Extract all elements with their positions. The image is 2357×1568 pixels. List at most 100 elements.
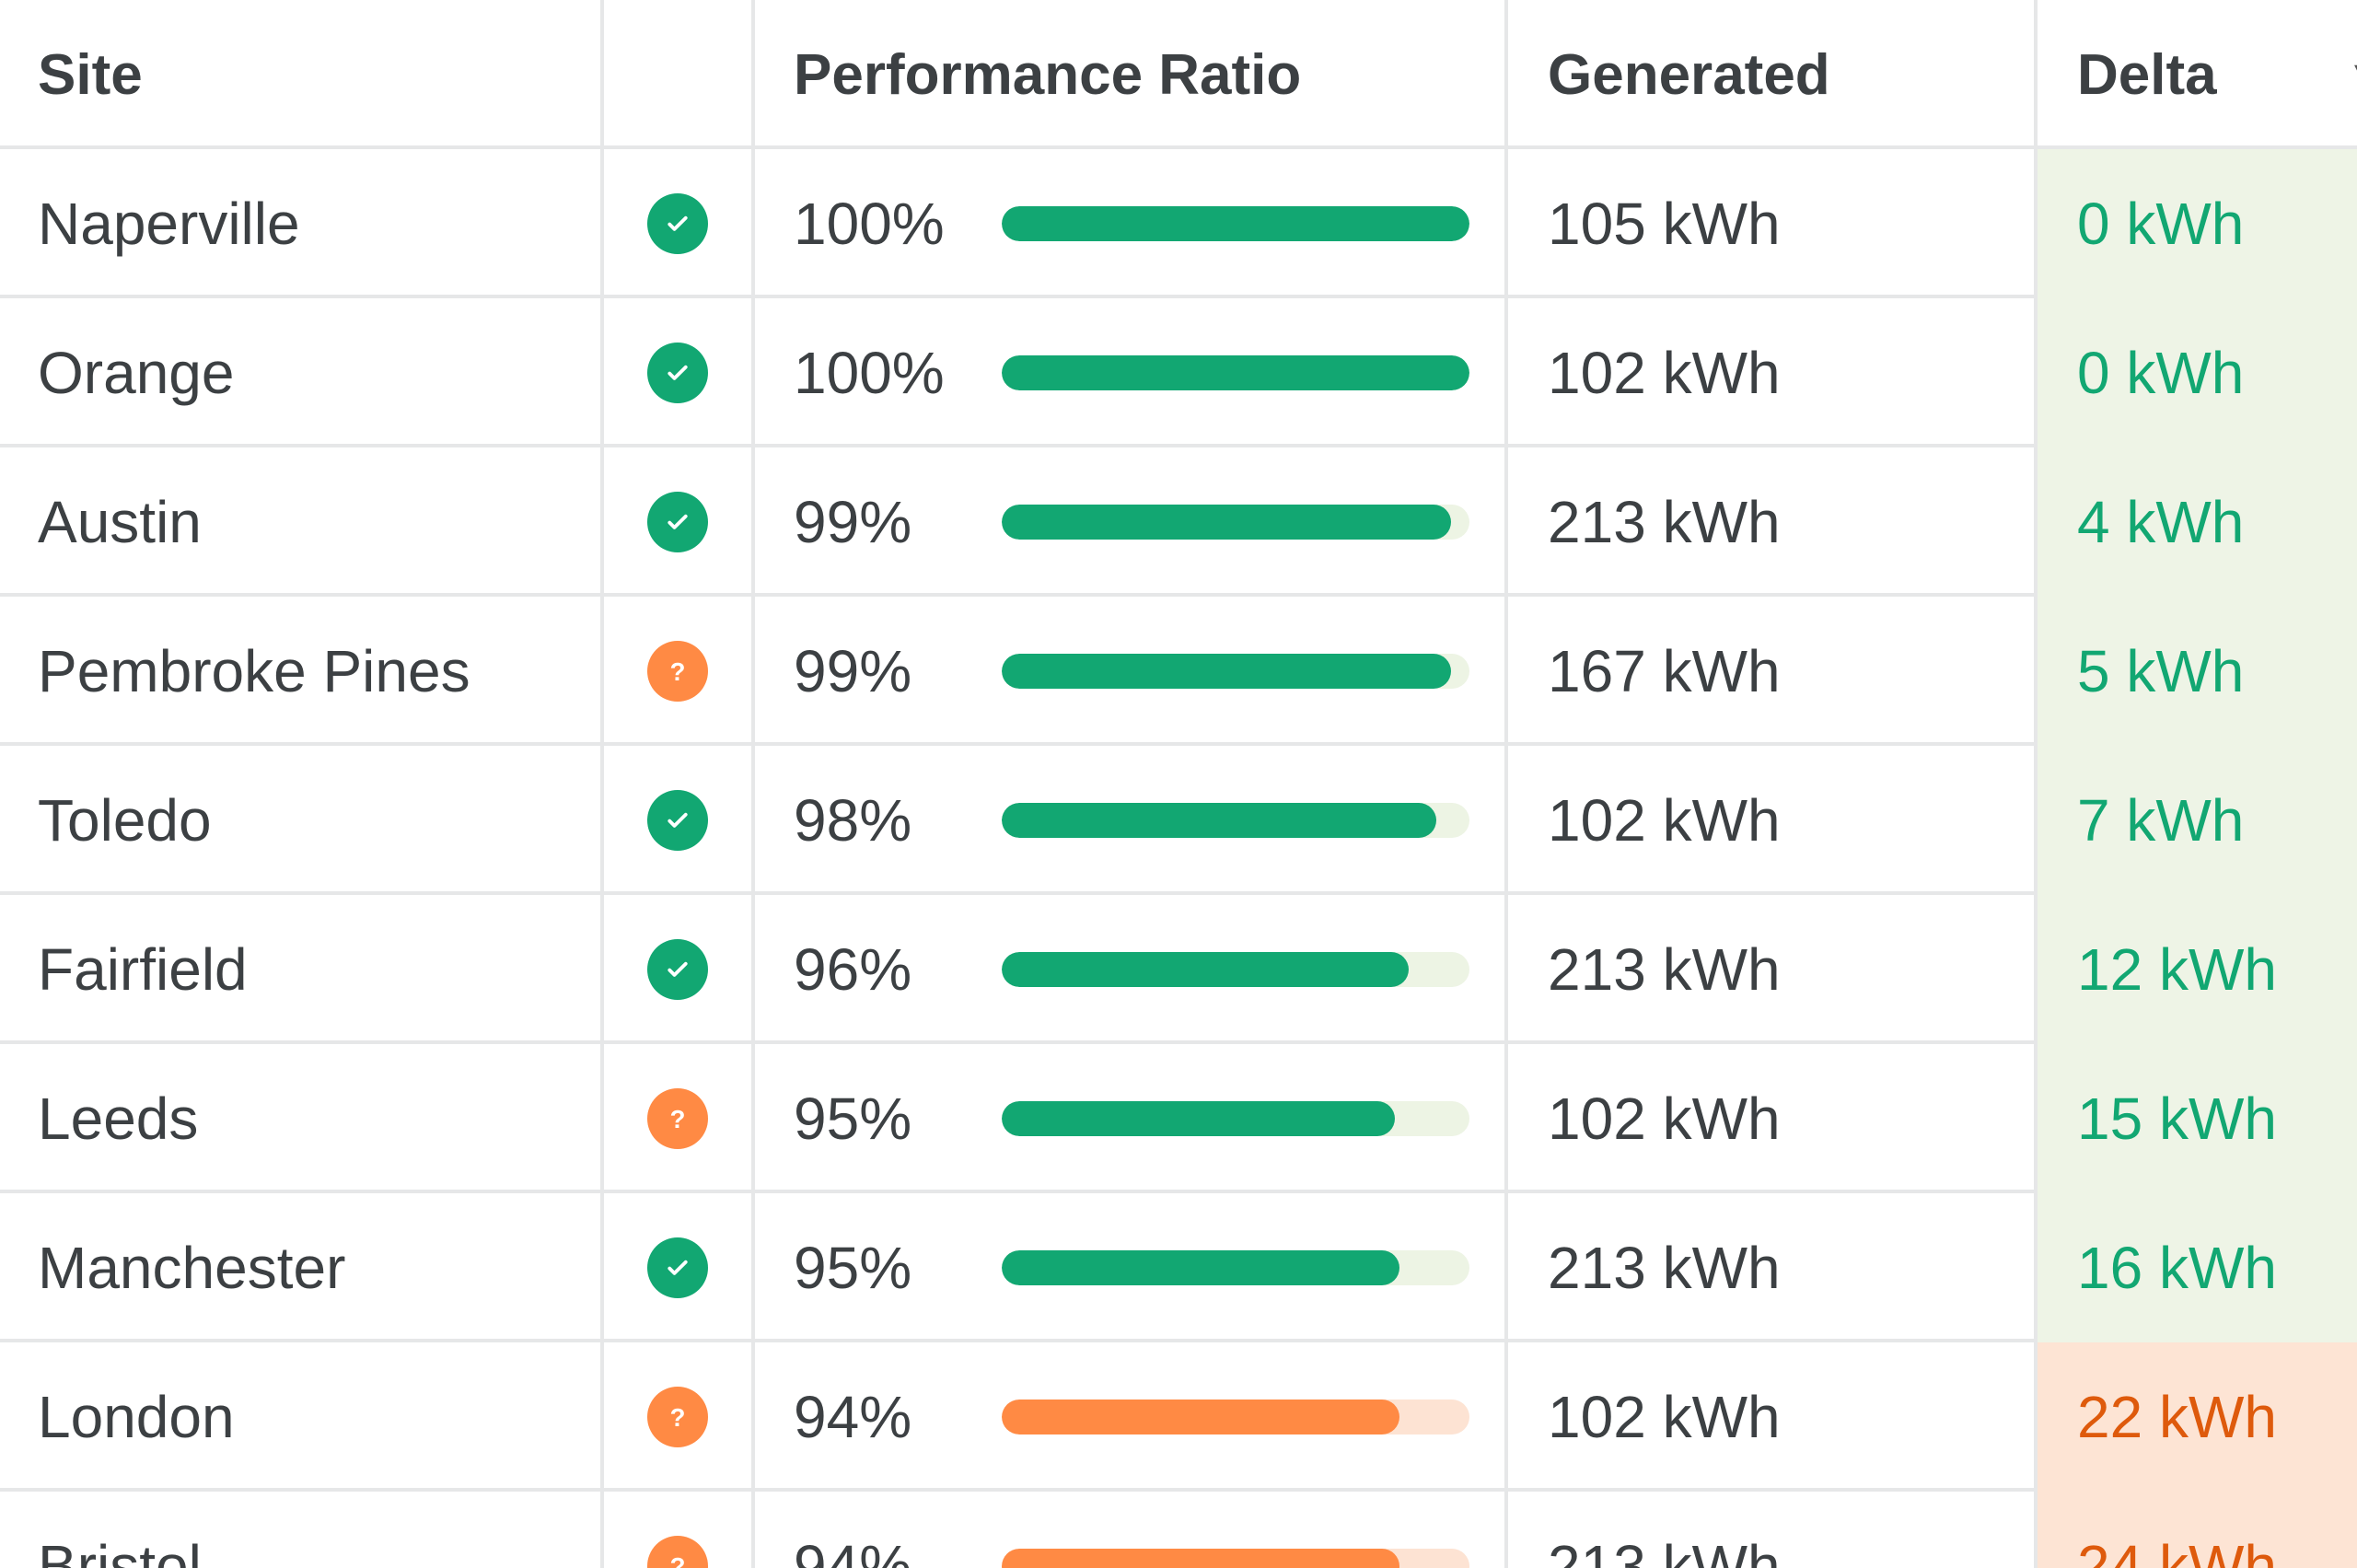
- generated-cell: 102 kWh: [1504, 298, 2034, 447]
- table-row[interactable]: Naperville 100% 105 kWh 0 kWh: [0, 149, 2357, 298]
- site-name: Bristol: [38, 1533, 202, 1568]
- generated-cell: 167 kWh: [1504, 597, 2034, 746]
- site-name: Pembroke Pines: [38, 638, 470, 704]
- performance-ratio-value: 94%: [794, 1384, 912, 1450]
- generated-cell: 105 kWh: [1504, 149, 2034, 298]
- column-header-status[interactable]: [600, 0, 751, 149]
- performance-ratio-value: 100%: [794, 340, 945, 406]
- performance-ratio-value: 98%: [794, 787, 912, 854]
- performance-ratio-bar: [1002, 206, 1469, 241]
- performance-ratio-bar-fill: [1002, 505, 1451, 540]
- delta-cell: 4 kWh: [2034, 447, 2357, 597]
- delta-value: 12 kWh: [2077, 936, 2277, 1003]
- performance-ratio-bar-fill: [1002, 1400, 1399, 1434]
- status-cell: ?: [600, 1492, 751, 1568]
- site-name: Fairfield: [38, 936, 248, 1003]
- site-cell: Naperville: [0, 149, 600, 298]
- check-circle-icon[interactable]: [647, 939, 708, 1000]
- delta-value: 16 kWh: [2077, 1235, 2277, 1301]
- generated-cell: 102 kWh: [1504, 1342, 2034, 1492]
- site-name: Naperville: [38, 191, 300, 257]
- status-cell: [600, 298, 751, 447]
- generated-cell: 213 kWh: [1504, 895, 2034, 1044]
- delta-cell: 0 kWh: [2034, 149, 2357, 298]
- check-circle-icon[interactable]: [647, 343, 708, 403]
- column-header-site[interactable]: Site: [0, 0, 600, 149]
- performance-ratio-cell: 95%: [751, 1044, 1504, 1193]
- delta-cell: 22 kWh: [2034, 1342, 2357, 1492]
- table-row[interactable]: London? 94% 102 kWh 22 kWh: [0, 1342, 2357, 1492]
- delta-cell: 5 kWh: [2034, 597, 2357, 746]
- question-circle-icon[interactable]: ?: [647, 641, 708, 702]
- question-circle-icon[interactable]: ?: [647, 1536, 708, 1568]
- performance-ratio-bar: [1002, 1400, 1469, 1434]
- performance-ratio-value: 100%: [794, 191, 945, 257]
- performance-ratio-bar: [1002, 1101, 1469, 1136]
- table-row[interactable]: Austin 99% 213 kWh 4 kWh: [0, 447, 2357, 597]
- question-circle-icon[interactable]: ?: [647, 1387, 708, 1447]
- status-cell: [600, 149, 751, 298]
- performance-ratio-bar: [1002, 1549, 1469, 1568]
- performance-ratio-bar-fill: [1002, 1101, 1395, 1136]
- svg-text:?: ?: [670, 1105, 686, 1133]
- performance-ratio-bar: [1002, 355, 1469, 390]
- table-row[interactable]: Pembroke Pines? 99% 167 kWh 5 kWh: [0, 597, 2357, 746]
- status-cell: [600, 1193, 751, 1342]
- column-header-generated-label: Generated: [1548, 42, 1830, 107]
- generated-cell: 213 kWh: [1504, 1492, 2034, 1568]
- performance-ratio-bar-fill: [1002, 803, 1437, 838]
- status-cell: [600, 447, 751, 597]
- performance-ratio-bar-fill: [1002, 952, 1409, 987]
- column-header-performance-ratio-label: Performance Ratio: [794, 42, 1302, 107]
- status-cell: ?: [600, 597, 751, 746]
- performance-ratio-cell: 94%: [751, 1342, 1504, 1492]
- table-row[interactable]: Manchester 95% 213 kWh 16 kWh: [0, 1193, 2357, 1342]
- performance-ratio-cell: 98%: [751, 746, 1504, 895]
- site-cell: Fairfield: [0, 895, 600, 1044]
- generated-cell: 213 kWh: [1504, 1193, 2034, 1342]
- delta-cell: 24 kWh: [2034, 1492, 2357, 1568]
- delta-value: 24 kWh: [2077, 1533, 2277, 1568]
- performance-ratio-bar-fill: [1002, 1549, 1399, 1568]
- svg-text:?: ?: [670, 1552, 686, 1568]
- table-row[interactable]: Orange 100% 102 kWh 0 kWh: [0, 298, 2357, 447]
- site-name: Leeds: [38, 1086, 199, 1152]
- performance-ratio-value: 94%: [794, 1533, 912, 1568]
- generated-value: 102 kWh: [1548, 787, 1781, 854]
- delta-value: 4 kWh: [2077, 489, 2245, 555]
- delta-value: 0 kWh: [2077, 340, 2245, 406]
- site-cell: Leeds: [0, 1044, 600, 1193]
- table-row[interactable]: Leeds? 95% 102 kWh 15 kWh: [0, 1044, 2357, 1193]
- site-name: Toledo: [38, 787, 212, 854]
- chevron-down-icon[interactable]: ▾: [2354, 55, 2357, 84]
- table-row[interactable]: Toledo 98% 102 kWh 7 kWh: [0, 746, 2357, 895]
- generated-cell: 102 kWh: [1504, 1044, 2034, 1193]
- check-circle-icon[interactable]: [647, 492, 708, 552]
- delta-value: 7 kWh: [2077, 787, 2245, 854]
- site-name: Manchester: [38, 1235, 346, 1301]
- table-header-row: Site Performance Ratio Generated Delta ▾: [0, 0, 2357, 149]
- delta-cell: 7 kWh: [2034, 746, 2357, 895]
- table-row[interactable]: Fairfield 96% 213 kWh 12 kWh: [0, 895, 2357, 1044]
- performance-ratio-cell: 99%: [751, 597, 1504, 746]
- column-header-delta[interactable]: Delta ▾: [2034, 0, 2357, 149]
- question-circle-icon[interactable]: ?: [647, 1088, 708, 1149]
- site-cell: London: [0, 1342, 600, 1492]
- performance-ratio-cell: 94%: [751, 1492, 1504, 1568]
- site-name: London: [38, 1384, 235, 1450]
- check-circle-icon[interactable]: [647, 790, 708, 851]
- table-row[interactable]: Bristol? 94% 213 kWh 24 kWh: [0, 1492, 2357, 1568]
- performance-ratio-value: 96%: [794, 936, 912, 1003]
- generated-value: 213 kWh: [1548, 1533, 1781, 1568]
- column-header-performance-ratio[interactable]: Performance Ratio: [751, 0, 1504, 149]
- site-cell: Pembroke Pines: [0, 597, 600, 746]
- column-header-site-label: Site: [38, 42, 143, 107]
- site-cell: Orange: [0, 298, 600, 447]
- check-circle-icon[interactable]: [647, 193, 708, 254]
- performance-ratio-bar: [1002, 1250, 1469, 1285]
- column-header-generated[interactable]: Generated: [1504, 0, 2034, 149]
- site-name: Austin: [38, 489, 202, 555]
- check-circle-icon[interactable]: [647, 1237, 708, 1298]
- generated-value: 213 kWh: [1548, 489, 1781, 555]
